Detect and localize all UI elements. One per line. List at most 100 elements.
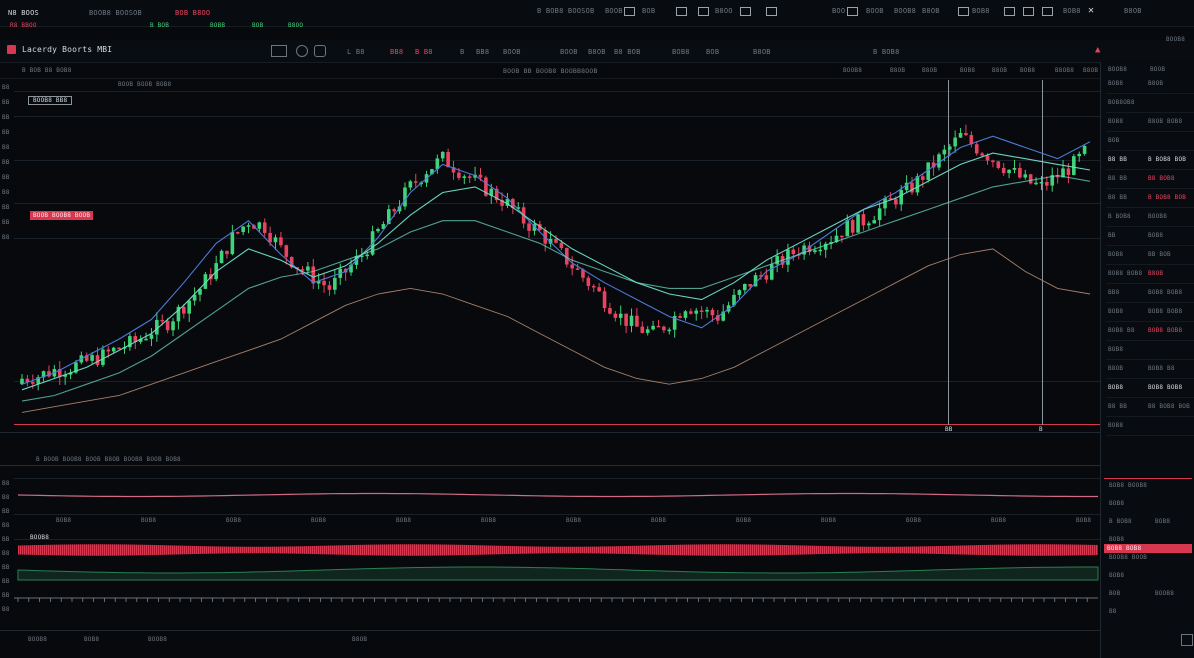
sidebar-header-1[interactable]: BOOB8 — [1108, 66, 1128, 73]
candle-body[interactable] — [554, 238, 558, 243]
candle-body[interactable] — [430, 169, 434, 175]
candle-body[interactable] — [386, 209, 391, 225]
candle-body[interactable] — [257, 222, 262, 229]
top-right-4[interactable]: B8OO — [715, 7, 733, 15]
candle-body[interactable] — [753, 275, 758, 287]
candle-body[interactable] — [910, 182, 914, 193]
candle-body[interactable] — [629, 315, 634, 326]
footer-label-3[interactable]: BOOB8 — [148, 636, 168, 643]
toolbar-item-12[interactable]: B8OB — [753, 48, 771, 56]
candle-body[interactable] — [306, 266, 310, 271]
detail-label[interactable]: BOOB8 BOOB — [1109, 554, 1148, 561]
candle-body[interactable] — [937, 154, 941, 168]
candle-body[interactable] — [742, 284, 747, 291]
candle-body[interactable] — [500, 200, 504, 206]
candle-body[interactable] — [1023, 174, 1028, 178]
candle-body[interactable] — [759, 275, 763, 277]
candle-body[interactable] — [284, 245, 289, 257]
watchlist-row[interactable]: B8 BB B BOB8 BOB — [1106, 194, 1194, 208]
split-icon[interactable] — [740, 7, 751, 16]
candle-body[interactable] — [365, 254, 370, 257]
toolbar-item-9[interactable]: B8 BOB — [614, 48, 641, 56]
candle-body[interactable] — [840, 235, 844, 238]
candle-body[interactable] — [300, 269, 305, 271]
toolbar-right-item[interactable]: B BOB8 — [873, 48, 900, 56]
candle-body[interactable] — [30, 381, 35, 384]
watchlist-row[interactable]: BOB8 BOB8 BOB8 — [1106, 384, 1194, 398]
candle-body[interactable] — [791, 249, 796, 255]
candle-body[interactable] — [645, 329, 650, 333]
subbar-right-7[interactable]: B8OB8 — [1055, 67, 1075, 74]
candle-body[interactable] — [203, 274, 208, 289]
candle-body[interactable] — [775, 256, 779, 265]
candle-body[interactable] — [867, 223, 871, 226]
toolbar-item-2[interactable]: BB8 — [390, 48, 404, 56]
candle-body[interactable] — [1055, 175, 1060, 178]
candle-body[interactable] — [1050, 175, 1055, 186]
candle-body[interactable] — [25, 378, 30, 382]
candle-body[interactable] — [176, 306, 181, 322]
chart-icon[interactable] — [958, 7, 969, 16]
candle-body[interactable] — [101, 349, 105, 365]
candle-body[interactable] — [160, 319, 165, 322]
candle-body[interactable] — [991, 160, 995, 163]
candle-body[interactable] — [446, 151, 450, 168]
candle-body[interactable] — [111, 347, 116, 352]
candle-body[interactable] — [74, 362, 78, 373]
candle-body[interactable] — [683, 311, 688, 318]
detail-label[interactable]: BOB8 BOOB8 — [1109, 482, 1148, 489]
candle-body[interactable] — [90, 355, 94, 361]
candle-body[interactable] — [198, 288, 202, 295]
candle-body[interactable] — [192, 294, 197, 301]
subbar-right-6[interactable]: BOB8 — [1020, 67, 1036, 74]
panel-icon[interactable] — [698, 7, 709, 16]
watchlist-row[interactable]: B8 BB B8 BOB8 — [1106, 175, 1194, 189]
watchlist-row[interactable]: B8 BB B8 BOB8 BOB — [1106, 403, 1194, 417]
candle-body[interactable] — [608, 308, 612, 314]
subbar-right-5[interactable]: B8OB — [992, 67, 1008, 74]
candle-body[interactable] — [980, 153, 984, 156]
candle-body[interactable] — [591, 285, 596, 288]
toolbar-item-6[interactable]: BOOB — [503, 48, 521, 56]
candle-body[interactable] — [904, 182, 909, 191]
menu-label[interactable]: BOOB8 — [1166, 36, 1186, 43]
toolbar-item-4[interactable]: B — [460, 48, 465, 56]
candle-body[interactable] — [786, 249, 790, 265]
candle-body[interactable] — [451, 167, 456, 173]
candle-body[interactable] — [47, 371, 51, 377]
candle-body[interactable] — [235, 232, 240, 234]
candle-body[interactable] — [467, 176, 472, 178]
candle-body[interactable] — [289, 256, 294, 268]
candle-body[interactable] — [84, 355, 89, 361]
candle-body[interactable] — [899, 190, 904, 205]
candle-body[interactable] — [586, 277, 591, 286]
candle-body[interactable] — [850, 220, 855, 233]
candle-body[interactable] — [985, 155, 990, 161]
candle-body[interactable] — [165, 320, 170, 331]
candle-body[interactable] — [689, 311, 693, 314]
candle-body[interactable] — [225, 250, 229, 255]
candle-body[interactable] — [68, 372, 73, 375]
candle-body[interactable] — [575, 268, 580, 270]
candle-body[interactable] — [1007, 169, 1011, 174]
candle-body[interactable] — [618, 313, 623, 318]
top-right-6[interactable]: BOOB — [866, 7, 884, 15]
candle-body[interactable] — [41, 371, 46, 378]
close-icon[interactable]: ✕ — [1088, 5, 1095, 16]
candle-body[interactable] — [1082, 146, 1087, 154]
indicator-icon[interactable] — [296, 45, 308, 57]
indicator-title[interactable]: B BOOB BOOB8 BOOB B8OB BOOB8 BOOB BOB8 — [36, 456, 181, 463]
candle-body[interactable] — [581, 269, 585, 278]
detail-label[interactable]: B BOB8 — [1109, 518, 1132, 525]
candle-body[interactable] — [219, 250, 224, 264]
candle-body[interactable] — [969, 135, 974, 145]
price-tag[interactable]: BOOB BOOB8 BOOB — [30, 211, 94, 220]
candle-body[interactable] — [349, 264, 353, 273]
candle-body[interactable] — [36, 377, 40, 384]
top-right-11[interactable]: B8OB — [1124, 7, 1142, 15]
candle-body[interactable] — [845, 220, 850, 237]
candle-body[interactable] — [656, 325, 661, 328]
candle-body[interactable] — [268, 232, 272, 243]
candle-body[interactable] — [20, 378, 24, 385]
grid-icon[interactable] — [766, 7, 777, 16]
